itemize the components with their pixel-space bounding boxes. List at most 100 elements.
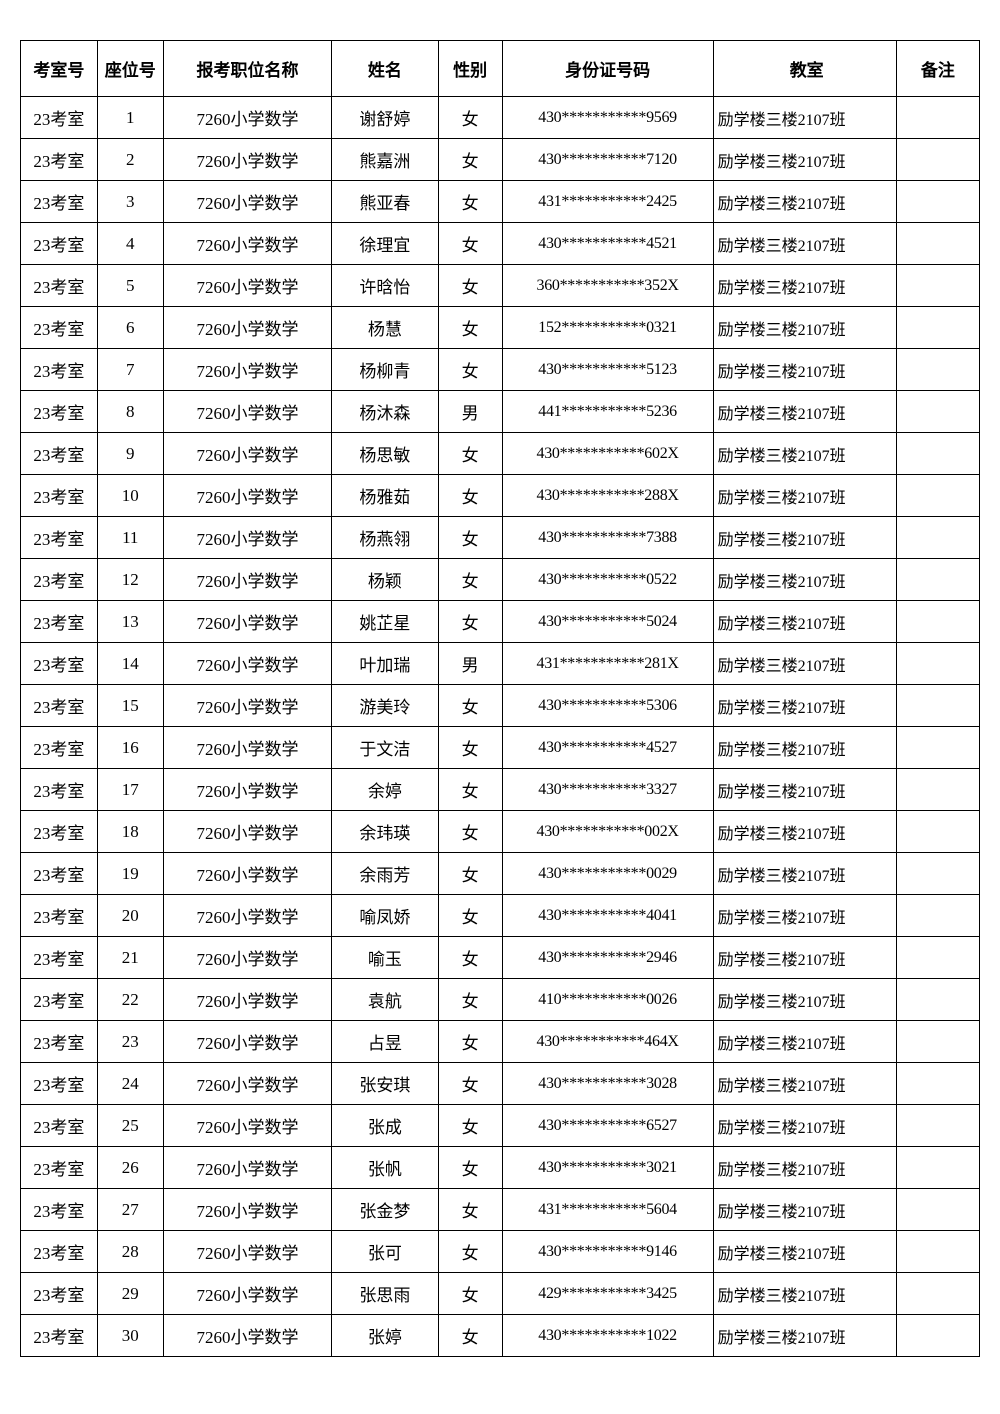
cell-classroom: 励学楼三楼2107班 [713, 601, 896, 643]
cell-classroom: 励学楼三楼2107班 [713, 307, 896, 349]
cell-remark [896, 853, 979, 895]
cell-gender: 男 [438, 643, 502, 685]
cell-name: 余玮瑛 [332, 811, 439, 853]
cell-remark [896, 685, 979, 727]
cell-remark [896, 391, 979, 433]
cell-name: 袁航 [332, 979, 439, 1021]
cell-position: 7260小学数学 [163, 853, 331, 895]
cell-classroom: 励学楼三楼2107班 [713, 265, 896, 307]
cell-gender: 女 [438, 223, 502, 265]
cell-room: 23考室 [21, 853, 98, 895]
table-row: 23考室157260小学数学游美玲女430***********5306励学楼三… [21, 685, 980, 727]
cell-id: 430***********4521 [502, 223, 713, 265]
cell-room: 23考室 [21, 307, 98, 349]
table-row: 23考室227260小学数学袁航女410***********0026励学楼三楼… [21, 979, 980, 1021]
cell-name: 姚芷星 [332, 601, 439, 643]
cell-remark [896, 139, 979, 181]
header-classroom: 教室 [713, 41, 896, 97]
cell-classroom: 励学楼三楼2107班 [713, 1189, 896, 1231]
cell-id: 441***********5236 [502, 391, 713, 433]
cell-remark [896, 643, 979, 685]
cell-classroom: 励学楼三楼2107班 [713, 1231, 896, 1273]
cell-gender: 男 [438, 391, 502, 433]
cell-id: 430***********6527 [502, 1105, 713, 1147]
table-row: 23考室67260小学数学杨慧女152***********0321励学楼三楼2… [21, 307, 980, 349]
cell-position: 7260小学数学 [163, 1105, 331, 1147]
cell-seat: 14 [97, 643, 163, 685]
cell-remark [896, 1231, 979, 1273]
table-row: 23考室237260小学数学占昱女430***********464X励学楼三楼… [21, 1021, 980, 1063]
cell-gender: 女 [438, 1315, 502, 1357]
cell-position: 7260小学数学 [163, 895, 331, 937]
cell-seat: 11 [97, 517, 163, 559]
table-row: 23考室97260小学数学杨思敏女430***********602X励学楼三楼… [21, 433, 980, 475]
cell-position: 7260小学数学 [163, 1315, 331, 1357]
cell-classroom: 励学楼三楼2107班 [713, 475, 896, 517]
cell-position: 7260小学数学 [163, 727, 331, 769]
cell-id: 429***********3425 [502, 1273, 713, 1315]
cell-position: 7260小学数学 [163, 769, 331, 811]
table-row: 23考室77260小学数学杨柳青女430***********5123励学楼三楼… [21, 349, 980, 391]
cell-seat: 28 [97, 1231, 163, 1273]
cell-gender: 女 [438, 97, 502, 139]
cell-gender: 女 [438, 895, 502, 937]
cell-gender: 女 [438, 475, 502, 517]
cell-room: 23考室 [21, 475, 98, 517]
cell-name: 杨雅茹 [332, 475, 439, 517]
cell-seat: 20 [97, 895, 163, 937]
cell-name: 杨柳青 [332, 349, 439, 391]
table-row: 23考室287260小学数学张可女430***********9146励学楼三楼… [21, 1231, 980, 1273]
cell-remark [896, 1273, 979, 1315]
cell-remark [896, 1189, 979, 1231]
table-row: 23考室307260小学数学张婷女430***********1022励学楼三楼… [21, 1315, 980, 1357]
header-gender: 性别 [438, 41, 502, 97]
cell-seat: 15 [97, 685, 163, 727]
cell-room: 23考室 [21, 391, 98, 433]
cell-seat: 13 [97, 601, 163, 643]
cell-name: 谢舒婷 [332, 97, 439, 139]
cell-classroom: 励学楼三楼2107班 [713, 769, 896, 811]
cell-room: 23考室 [21, 349, 98, 391]
cell-name: 于文洁 [332, 727, 439, 769]
cell-classroom: 励学楼三楼2107班 [713, 223, 896, 265]
cell-seat: 3 [97, 181, 163, 223]
cell-name: 叶加瑞 [332, 643, 439, 685]
cell-classroom: 励学楼三楼2107班 [713, 391, 896, 433]
cell-position: 7260小学数学 [163, 1189, 331, 1231]
cell-id: 430***********9569 [502, 97, 713, 139]
cell-seat: 9 [97, 433, 163, 475]
cell-position: 7260小学数学 [163, 1063, 331, 1105]
cell-gender: 女 [438, 811, 502, 853]
cell-seat: 23 [97, 1021, 163, 1063]
cell-position: 7260小学数学 [163, 433, 331, 475]
cell-remark [896, 97, 979, 139]
cell-classroom: 励学楼三楼2107班 [713, 1021, 896, 1063]
cell-seat: 22 [97, 979, 163, 1021]
cell-classroom: 励学楼三楼2107班 [713, 181, 896, 223]
header-room: 考室号 [21, 41, 98, 97]
cell-room: 23考室 [21, 1021, 98, 1063]
cell-position: 7260小学数学 [163, 307, 331, 349]
table-row: 23考室277260小学数学张金梦女431***********5604励学楼三… [21, 1189, 980, 1231]
cell-seat: 26 [97, 1147, 163, 1189]
cell-gender: 女 [438, 349, 502, 391]
cell-name: 张可 [332, 1231, 439, 1273]
cell-room: 23考室 [21, 1105, 98, 1147]
cell-room: 23考室 [21, 769, 98, 811]
table-row: 23考室57260小学数学许晗怡女360***********352X励学楼三楼… [21, 265, 980, 307]
cell-remark [896, 979, 979, 1021]
cell-classroom: 励学楼三楼2107班 [713, 517, 896, 559]
cell-seat: 21 [97, 937, 163, 979]
header-remark: 备注 [896, 41, 979, 97]
cell-gender: 女 [438, 1273, 502, 1315]
cell-classroom: 励学楼三楼2107班 [713, 1105, 896, 1147]
cell-position: 7260小学数学 [163, 265, 331, 307]
cell-id: 410***********0026 [502, 979, 713, 1021]
cell-name: 张帆 [332, 1147, 439, 1189]
table-row: 23考室207260小学数学喻凤娇女430***********4041励学楼三… [21, 895, 980, 937]
cell-seat: 25 [97, 1105, 163, 1147]
table-row: 23考室37260小学数学熊亚春女431***********2425励学楼三楼… [21, 181, 980, 223]
cell-classroom: 励学楼三楼2107班 [713, 559, 896, 601]
table-row: 23考室147260小学数学叶加瑞男431***********281X励学楼三… [21, 643, 980, 685]
cell-id: 431***********2425 [502, 181, 713, 223]
